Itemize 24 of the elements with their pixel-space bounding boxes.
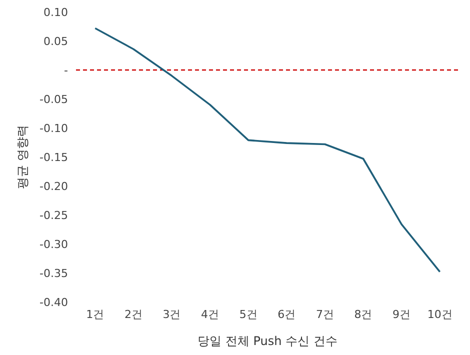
y-tick-label: 0.05 — [44, 34, 68, 48]
y-tick-label: 0.10 — [44, 6, 68, 19]
x-tick-label: 8건 — [354, 308, 372, 321]
x-axis-title: 당일 전체 Push 수신 건수 — [198, 334, 338, 348]
x-tick-label: 7건 — [316, 308, 334, 321]
x-tick-label: 3건 — [162, 308, 181, 321]
x-tick-label: 9건 — [392, 308, 411, 321]
y-tick-label: -0.40 — [40, 296, 68, 309]
x-tick-label: 6건 — [278, 308, 296, 321]
y-tick-label: -0.15 — [40, 150, 68, 164]
y-tick-label: -0.25 — [40, 208, 68, 222]
line-series — [94, 27, 441, 273]
x-tick-label: 1건 — [86, 308, 104, 321]
x-tick-label: 5건 — [239, 308, 258, 321]
x-tick-label: 2건 — [124, 308, 142, 321]
y-tick-label: -0.20 — [40, 180, 68, 193]
y-tick-label: -0.35 — [40, 266, 68, 280]
y-axis-title: 평균 영향력 — [15, 125, 30, 189]
y-tick-label: - — [64, 64, 68, 77]
y-tick-label: -0.30 — [40, 238, 68, 251]
x-tick-label: 10건 — [427, 308, 452, 321]
y-tick-label: -0.10 — [40, 122, 68, 135]
y-tick-label: -0.05 — [40, 92, 68, 106]
x-tick-label: 4건 — [201, 308, 220, 321]
